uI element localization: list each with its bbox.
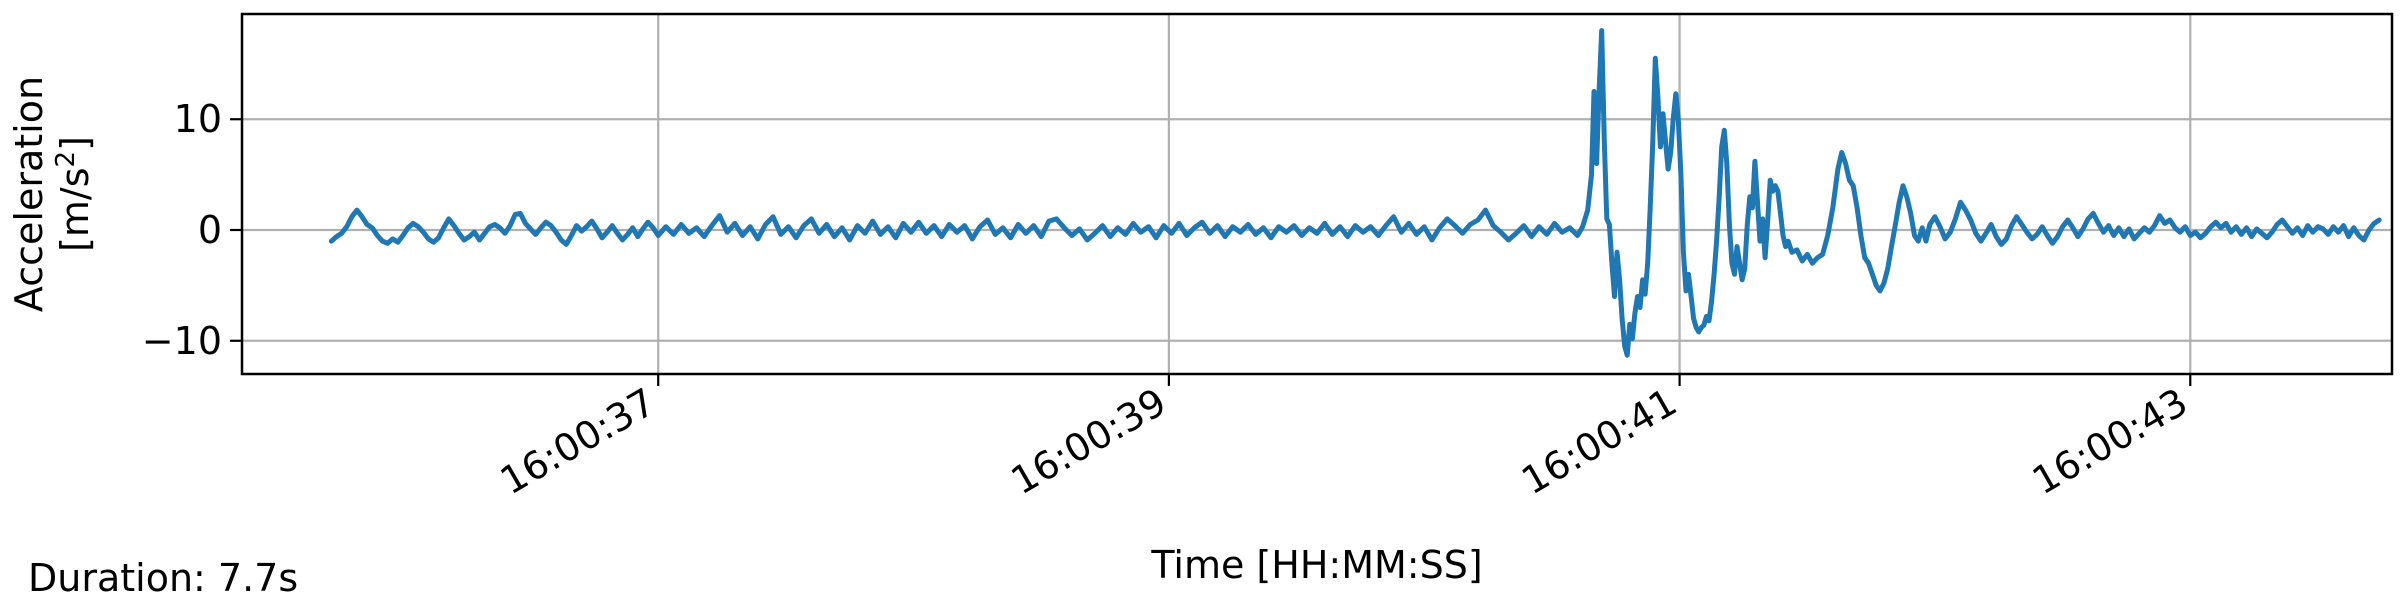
series — [328, 28, 2382, 358]
x-tick-label: 16:00:37 — [493, 380, 663, 503]
y-tick-label: 0 — [198, 208, 222, 252]
y-axis-label-line2: [m/s2] — [51, 136, 97, 252]
x-tick-label: 16:00:39 — [1004, 380, 1174, 503]
x-axis: 16:00:37 16:00:39 16:00:41 16:00:43 — [493, 374, 2195, 503]
duration-text: Duration: 7.7s — [28, 556, 299, 600]
grid — [242, 14, 2392, 374]
acceleration-line — [328, 28, 2382, 358]
y-axis-label-unit: [m/s — [53, 167, 97, 251]
y-tick-label: −10 — [142, 319, 222, 363]
y-axis-label-close: ] — [53, 136, 97, 151]
x-axis-label: Time [HH:MM:SS] — [1150, 543, 1482, 587]
y-axis-label-exponent: 2 — [51, 151, 81, 168]
plot-frame — [240, 12, 2394, 376]
x-tick-label: 16:00:41 — [1514, 380, 1684, 503]
y-axis: 10 0 −10 — [142, 97, 242, 363]
y-axis-label-line1: Acceleration — [7, 76, 51, 312]
y-tick-label: 10 — [174, 97, 222, 141]
x-tick-label: 16:00:43 — [2025, 380, 2195, 503]
y-axis-label: Acceleration [m/s2] — [7, 76, 97, 312]
